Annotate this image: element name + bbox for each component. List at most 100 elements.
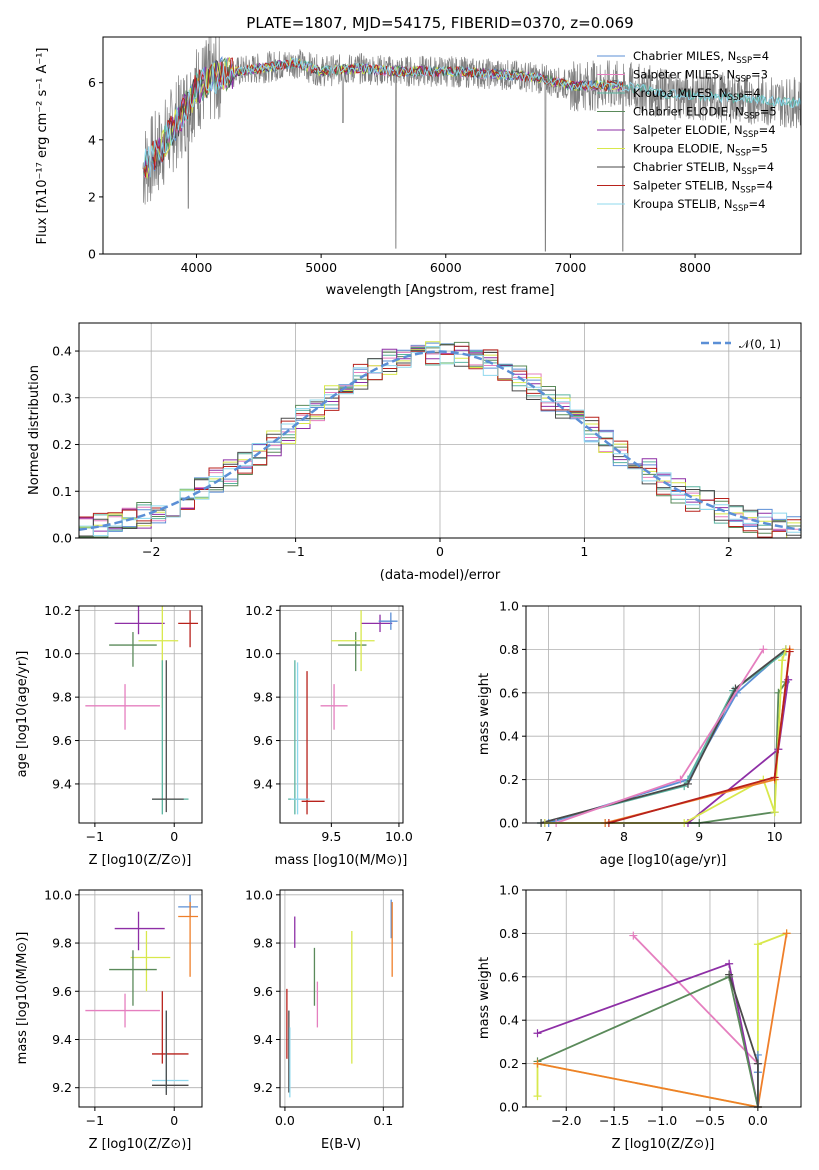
mass-weight-line — [537, 975, 759, 1108]
y-tick-label: 0.4 — [499, 729, 519, 744]
x-tick-label: 4000 — [181, 260, 213, 275]
mass-weight-marker — [753, 1059, 762, 1068]
mass-weight-vs-age-xlabel: age [log10(age/yr)] — [600, 853, 727, 868]
x-tick-label: 0 — [170, 1113, 178, 1128]
mass-weight-marker — [778, 656, 787, 665]
y-tick-label: 0.0 — [52, 531, 72, 546]
age-vs-mass-xlabel: mass [log10(M/M⊙)] — [275, 853, 408, 868]
mass-weight-marker — [676, 775, 685, 784]
y-tick-label: 1.0 — [499, 883, 519, 898]
y-tick-label: 10.2 — [44, 603, 72, 618]
residual-histogram-line — [79, 341, 801, 539]
age-vs-mass-frame — [279, 605, 404, 824]
x-tick-label: 9.5 — [321, 829, 341, 844]
y-tick-label: 0.6 — [499, 969, 519, 984]
x-tick-label: 9 — [695, 829, 703, 844]
x-tick-label: 2 — [725, 544, 733, 559]
residual-ylabel: Normed distribution — [27, 365, 42, 495]
y-tick-label: 9.6 — [52, 733, 72, 748]
age-vs-metallicity-xlabel: Z [log10(Z/Z⊙)] — [89, 853, 192, 868]
age-vs-mass-panel: 9.5 10.0 9.4 9.6 9.8 10.0 10.2 mass [log10(M/M… — [245, 603, 413, 868]
y-tick-label: 0.0 — [499, 1100, 519, 1115]
x-tick-label: 7 — [545, 829, 553, 844]
y-tick-label: 9.8 — [253, 936, 273, 951]
model-spectrum-line — [143, 57, 624, 178]
y-tick-label: 6 — [88, 75, 96, 90]
x-tick-label: 0.1 — [373, 1113, 393, 1128]
x-tick-label: −1.5 — [599, 1113, 629, 1128]
mass-weight-marker — [725, 970, 734, 979]
mass-weight-marker — [725, 959, 734, 968]
x-tick-label: 8000 — [679, 260, 711, 275]
y-tick-label: 0.2 — [499, 772, 519, 787]
x-tick-label: 0 — [436, 544, 444, 559]
legend-label: Kroupa STELIB, NSSP=4 — [633, 197, 765, 214]
y-tick-label: 9.4 — [253, 776, 273, 791]
legend-label: Kroupa MILES, NSSP=4 — [633, 86, 760, 103]
y-tick-label: 0.0 — [499, 816, 519, 831]
mass-weight-vs-metallicity-ylabel: mass weight — [477, 957, 492, 1039]
y-tick-label: 9.2 — [52, 1080, 72, 1095]
mass-vs-extinction-xlabel: E(B-V) — [321, 1137, 361, 1152]
x-tick-label: −2.0 — [551, 1113, 581, 1128]
y-tick-label: 9.6 — [253, 984, 273, 999]
y-tick-label: 9.6 — [52, 984, 72, 999]
y-tick-label: 9.4 — [52, 776, 72, 791]
y-tick-label: 0.8 — [499, 926, 519, 941]
y-tick-label: 10.2 — [245, 603, 273, 618]
mass-weight-marker — [533, 1059, 542, 1068]
x-tick-label: 10.0 — [385, 829, 413, 844]
mass-weight-marker — [770, 773, 779, 782]
spectrum-legend: Chabrier MILES, NSSP=4 Salpeter MILES, NS… — [597, 49, 777, 214]
y-tick-label: 0.4 — [52, 344, 72, 359]
y-tick-label: 9.8 — [52, 936, 72, 951]
y-tick-label: 0.2 — [52, 437, 72, 452]
mass-vs-extinction-panel: 0.0 0.1 9.2 9.4 9.6 9.8 10.0 E(B-V) — [245, 887, 404, 1152]
x-tick-label: −2 — [142, 544, 160, 559]
x-tick-label: 1 — [580, 544, 588, 559]
spectrum-frame — [102, 36, 802, 255]
x-tick-label: 0 — [170, 829, 178, 844]
mass-weight-vs-metallicity-frame — [525, 889, 802, 1108]
residual-histogram-line — [79, 346, 801, 537]
spectrum-ylabel: Flux [fλ10⁻¹⁷ erg cm⁻² s⁻¹ A⁻¹] — [35, 48, 50, 245]
legend-label: Kroupa ELODIE, NSSP=5 — [633, 142, 768, 159]
residual-frame — [78, 322, 802, 539]
y-tick-label: 9.4 — [253, 1032, 273, 1047]
x-tick-label: 0.0 — [748, 1113, 768, 1128]
residual-xlabel: (data-model)/error — [380, 568, 501, 583]
legend-label: Salpeter MILES, NSSP=3 — [633, 68, 768, 85]
y-tick-label: 10.0 — [44, 646, 72, 661]
x-tick-label: 7000 — [555, 260, 587, 275]
legend-label: Salpeter STELIB, NSSP=4 — [633, 179, 773, 196]
mass-weight-marker — [770, 808, 779, 817]
y-tick-label: 9.8 — [253, 690, 273, 705]
mass-weight-line — [632, 934, 759, 1065]
x-tick-label: −1 — [86, 829, 104, 844]
mass-weight-marker — [782, 929, 791, 938]
x-tick-label: −1 — [86, 1113, 104, 1128]
x-tick-label: −0.5 — [695, 1113, 725, 1128]
mass-weight-vs-metallicity-xlabel: Z [log10(Z/Z⊙)] — [612, 1137, 715, 1152]
mass-weight-marker — [683, 779, 692, 788]
y-tick-label: 0.2 — [499, 1056, 519, 1071]
y-tick-label: 9.4 — [52, 1032, 72, 1047]
x-tick-label: −1.0 — [647, 1113, 677, 1128]
spectrum-panel: Chabrier MILES, NSSP=4 Salpeter MILES, NS… — [35, 36, 802, 298]
x-tick-label: 5000 — [305, 260, 337, 275]
mass-weight-marker — [629, 931, 638, 940]
mass-weight-vs-age-panel: 7 8 9 10 0.0 0.2 0.4 0.6 0.8 1.0 age [log10(age/y… — [477, 599, 802, 868]
model-spectrum-line — [143, 57, 801, 178]
y-tick-label: 9.6 — [253, 733, 273, 748]
y-tick-label: 4 — [88, 132, 96, 147]
mass-weight-line — [605, 681, 787, 824]
mass-weight-vs-age-ylabel: mass weight — [477, 673, 492, 755]
legend-label: Salpeter ELODIE, NSSP=4 — [633, 123, 776, 140]
y-tick-label: 10.0 — [245, 887, 273, 902]
y-tick-label: 0.8 — [499, 642, 519, 657]
x-tick-label: −1 — [286, 544, 304, 559]
mass-weight-line — [544, 679, 790, 824]
x-tick-label: 10 — [767, 829, 783, 844]
age-vs-metallicity-panel: −1 0 9.4 9.6 9.8 10.0 10.2 Z [log10(Z/Z⊙)] age… — [15, 603, 203, 868]
